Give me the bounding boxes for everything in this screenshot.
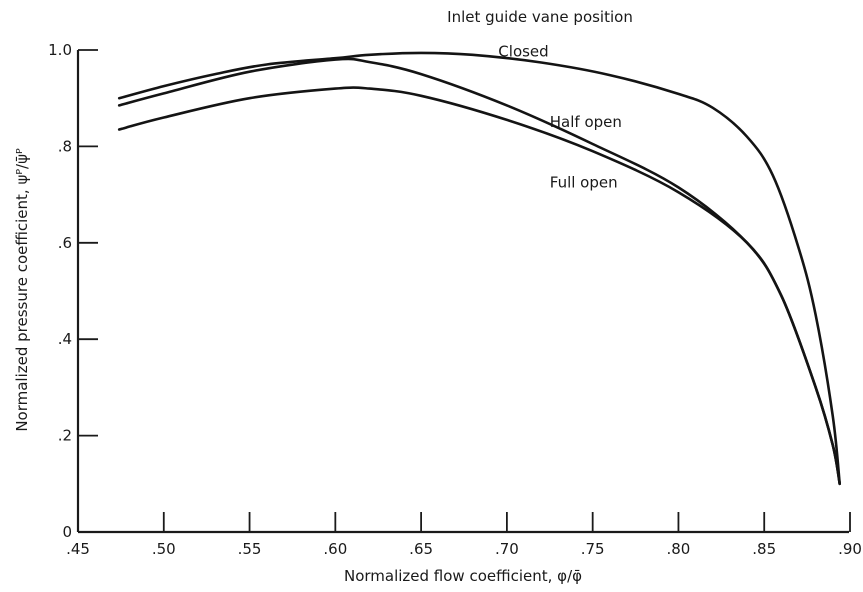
x-tick-label: .70 — [495, 540, 519, 558]
series-group — [117, 51, 841, 486]
series-label: Closed — [498, 43, 548, 61]
series-line-closed — [117, 51, 841, 486]
y-axis-title: Normalized pressure coefficient, ψᴾ/ψ̄ᴾ — [13, 148, 31, 432]
x-tick-label: .90 — [838, 540, 862, 558]
x-tick-label: .80 — [667, 540, 691, 558]
y-tick-label: .2 — [58, 427, 72, 445]
y-tick-label: 0 — [62, 523, 72, 541]
series-label: Half open — [550, 113, 622, 131]
x-tick-label: .45 — [66, 540, 90, 558]
x-tick-label: .75 — [581, 540, 605, 558]
series-label: Full open — [550, 173, 618, 191]
annotations: Closed Half open Full open — [498, 43, 622, 192]
x-tick-label: .60 — [323, 540, 347, 558]
legend-title: Inlet guide vane position — [447, 8, 633, 26]
x-tick-label: .65 — [409, 540, 433, 558]
series-line-full-open — [117, 86, 841, 486]
x-tick-label: .55 — [238, 540, 262, 558]
x-tick-label: .50 — [152, 540, 176, 558]
x-tick-label: .85 — [752, 540, 776, 558]
y-tick-label: .8 — [58, 137, 72, 155]
x-axis-title: Normalized flow coefficient, φ/φ̄ — [344, 567, 582, 585]
ticks: .45 .50 .55 .60 .65 .70 .75 .80 .85 .90 0 .2 .4 .6 .8 1… — [48, 41, 862, 558]
y-tick-label: .6 — [58, 234, 72, 252]
y-tick-label: 1.0 — [48, 41, 72, 59]
y-tick-label: .4 — [58, 330, 72, 348]
axes — [76, 50, 849, 534]
